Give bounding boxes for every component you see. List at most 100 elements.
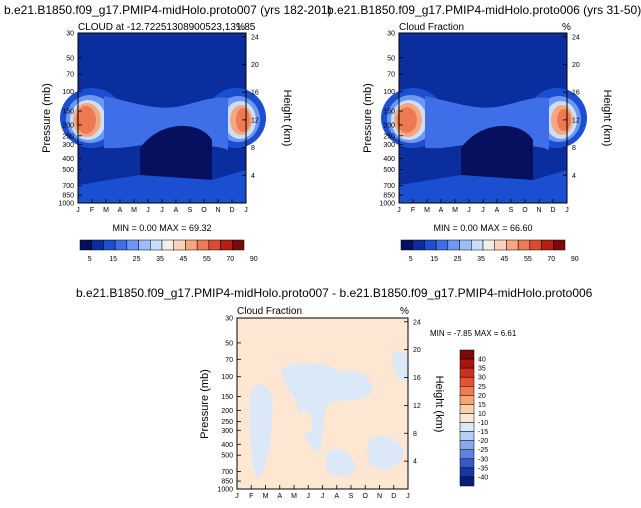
x-tick-label: J bbox=[244, 207, 248, 214]
y2-tick-label: 8 bbox=[413, 431, 417, 438]
colorbar-label: -25 bbox=[478, 447, 488, 454]
x-tick-label: M bbox=[263, 493, 269, 500]
colorbar-label: -30 bbox=[478, 456, 488, 463]
panel-1-plot: J F M A M J J A S O N D J 30 50 70 100 150 200 250 300 400 50… bbox=[58, 31, 266, 214]
x-tick-label: S bbox=[188, 207, 193, 214]
y-tick-label: 300 bbox=[62, 142, 74, 149]
y-tick-label: 200 bbox=[221, 408, 233, 415]
colorbar-label: 25 bbox=[478, 384, 486, 391]
colorbar-swatch bbox=[173, 239, 186, 251]
x-tick-label: J bbox=[307, 493, 311, 500]
y-tick-label: 70 bbox=[387, 72, 395, 79]
panel-3-contour-neg-5 bbox=[392, 350, 408, 381]
y-tick-label: 150 bbox=[383, 109, 395, 116]
x-tick-label: M bbox=[424, 207, 430, 214]
panel-1: b.e21.B1850.f09_g17.PMIP4-midHolo.proto0… bbox=[4, 3, 332, 263]
y-tick-label: 400 bbox=[62, 156, 74, 163]
x-tick-label: A bbox=[118, 207, 123, 214]
x-tick-label: J bbox=[235, 493, 239, 500]
y-tick-label: 50 bbox=[225, 340, 233, 347]
y2-tick-label: 12 bbox=[413, 403, 421, 410]
x-tick-label: D bbox=[229, 207, 234, 214]
x-tick-label: F bbox=[90, 207, 94, 214]
colorbar-swatch bbox=[471, 239, 484, 251]
x-tick-label: O bbox=[363, 493, 369, 500]
colorbar-swatch bbox=[541, 239, 554, 251]
panel-3-contour-neg-3 bbox=[326, 448, 356, 477]
y-tick-label: 500 bbox=[221, 453, 233, 460]
colorbar-swatch bbox=[220, 239, 233, 251]
y-tick-label: 30 bbox=[66, 31, 74, 38]
y-tick-label: 30 bbox=[387, 31, 395, 38]
colorbar-swatch bbox=[494, 239, 507, 251]
panel-1-y2-label: Height (km) bbox=[281, 90, 293, 147]
colorbar-swatch bbox=[459, 458, 475, 469]
x-tick-label: A bbox=[277, 493, 282, 500]
colorbar-label: 45 bbox=[180, 256, 188, 263]
y2-tick-label: 16 bbox=[572, 90, 580, 97]
y2-tick-label: 16 bbox=[413, 375, 421, 382]
y-tick-label: 50 bbox=[66, 55, 74, 62]
panel-1-contour-left-5 bbox=[76, 106, 96, 134]
x-tick-label: D bbox=[550, 207, 555, 214]
x-tick-label: O bbox=[201, 207, 207, 214]
y-tick-label: 100 bbox=[62, 89, 74, 96]
colorbar-swatch bbox=[459, 467, 475, 478]
y2-tick-label: 12 bbox=[572, 117, 580, 124]
x-tick-label: S bbox=[349, 493, 354, 500]
x-tick-label: F bbox=[411, 207, 415, 214]
x-tick-label: J bbox=[146, 207, 150, 214]
panel-2-y2-ticks: 24 20 16 12 8 4 bbox=[563, 34, 580, 180]
colorbar-swatch bbox=[517, 239, 531, 251]
y-tick-label: 250 bbox=[383, 133, 395, 140]
colorbar-swatch bbox=[208, 239, 221, 251]
y-tick-label: 500 bbox=[383, 167, 395, 174]
x-tick-label: J bbox=[397, 207, 401, 214]
colorbar-swatch bbox=[185, 239, 198, 251]
panel-1-subtitle: CLOUD at -12.72251308900523,131.85 bbox=[78, 22, 256, 33]
colorbar-label: 90 bbox=[250, 256, 258, 263]
y-tick-label: 250 bbox=[62, 133, 74, 140]
colorbar-swatch bbox=[196, 239, 210, 251]
colorbar-swatch bbox=[459, 404, 475, 414]
colorbar-swatch bbox=[114, 239, 128, 251]
colorbar-label: 45 bbox=[501, 256, 509, 263]
colorbar-label: 15 bbox=[430, 256, 438, 263]
colorbar-swatch bbox=[529, 239, 542, 251]
y2-tick-label: 24 bbox=[413, 319, 421, 326]
panel-1-contour-low bbox=[78, 170, 246, 203]
x-tick-label: J bbox=[406, 493, 410, 500]
y-tick-label: 150 bbox=[221, 394, 233, 401]
colorbar-swatch bbox=[482, 239, 495, 251]
panel-2-y2-label: Height (km) bbox=[601, 90, 613, 147]
y-tick-label: 300 bbox=[383, 142, 395, 149]
x-tick-label: D bbox=[391, 493, 396, 500]
panel-1-y2-ticks: 24 20 16 12 8 4 bbox=[242, 34, 259, 180]
colorbar-label: 25 bbox=[454, 256, 462, 263]
panel-3-subtitle: Cloud Fraction bbox=[237, 306, 302, 317]
panel-1-stats: MIN = 0.00 MAX = 69.32 bbox=[112, 223, 211, 233]
panel-3-stats: MIN = -7.85 MAX = 6.61 bbox=[430, 329, 517, 338]
y-tick-label: 70 bbox=[66, 72, 74, 79]
colorbar-swatch bbox=[553, 239, 566, 251]
x-tick-label: N bbox=[536, 207, 541, 214]
colorbar-swatch bbox=[459, 431, 475, 441]
panel-2-units: % bbox=[562, 22, 571, 33]
panel-3-colorbar: 40 35 30 25 20 15 10 -10 -15 -20 -25 -30 -35 -40 bbox=[459, 349, 488, 487]
panel-3-y2-label: Height (km) bbox=[433, 376, 445, 433]
y-tick-label: 150 bbox=[62, 109, 74, 116]
x-tick-label: M bbox=[131, 207, 137, 214]
panel-2-colorbar: 5 15 25 35 45 55 70 90 bbox=[400, 239, 579, 263]
colorbar-label: 15 bbox=[478, 402, 486, 409]
panel-1-colorbar: 5 15 25 35 45 55 70 90 bbox=[79, 239, 258, 263]
y-tick-label: 200 bbox=[383, 122, 395, 129]
colorbar-swatch bbox=[459, 395, 475, 405]
x-tick-label: J bbox=[321, 493, 325, 500]
panel-2-title: b.e21.B1850.f09_g17.PMIP4-midHolo.proto0… bbox=[327, 3, 641, 17]
colorbar-swatch bbox=[412, 239, 425, 251]
colorbar-label: -20 bbox=[478, 438, 488, 445]
colorbar-label: 40 bbox=[478, 357, 486, 364]
colorbar-label: -10 bbox=[478, 420, 488, 427]
